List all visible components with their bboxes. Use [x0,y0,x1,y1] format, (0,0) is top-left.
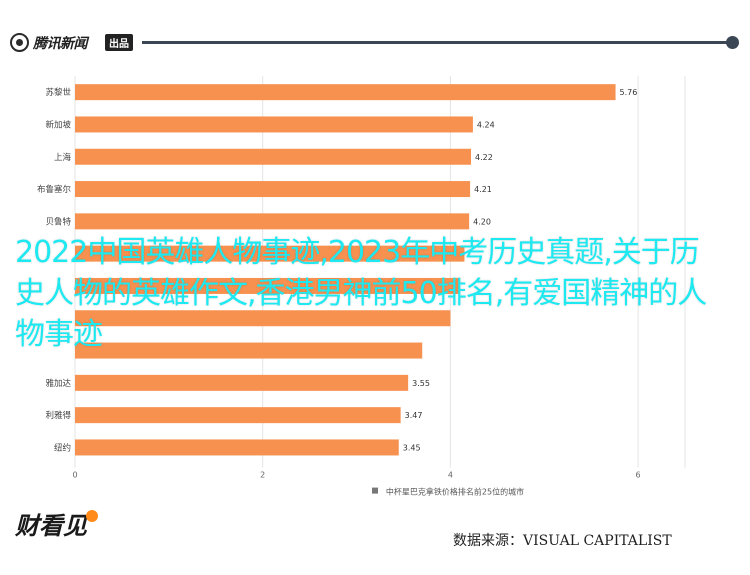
value-label-1: 4.24 [477,120,495,129]
bar-4 [75,213,470,230]
footer-logo-dot-icon [86,510,98,522]
bar-chart: 0 2 4 6 苏黎世 5.76 新加坡 4.24 上海 4.22 布鲁塞尔 4.21 贝鲁特 4.20 雅… [37,76,686,497]
category-label-9: 雅加达 [45,378,71,389]
x-tick-label-3: 6 [636,471,641,480]
x-axis-title: 中杯星巴克拿铁价格排名前25位的城市 [386,487,524,497]
data-source: 数据来源：VISUAL CAPITALIST [453,533,672,549]
bar-1 [75,116,473,133]
bar-3 [75,181,471,198]
value-label-2: 4.22 [475,153,493,162]
header: 腾讯新闻 出品 [0,0,750,70]
brand-name: 腾讯新闻 [33,36,88,52]
category-label-4: 贝鲁特 [45,216,71,227]
category-label-2: 上海 [54,152,72,163]
footer-logo: 财看见 [15,511,87,540]
bar-9 [75,374,409,391]
category-label-0: 苏黎世 [45,87,71,98]
category-label-11: 纽约 [54,442,71,453]
bar-5 [75,245,465,262]
overlay-caption: 2022中国英雄人物事迹,2023年中考历史真题,关于历史人物的英雄作文,香港男… [15,235,707,352]
value-label-0: 5.76 [620,88,638,97]
bar-8 [75,342,423,359]
bar-11 [75,439,399,456]
category-label-10: 利雅得 [45,410,71,421]
category-label-3: 布鲁塞尔 [37,184,72,195]
x-tick-label-0: 0 [72,471,77,480]
x-tick-label-2: 4 [448,471,453,480]
header-divider [142,41,732,44]
category-label-1: 新加坡 [45,119,71,130]
x-tick-label-1: 2 [260,471,265,480]
bar-7 [75,310,451,327]
brand-tag: 出品 [105,34,133,51]
value-label-9: 3.55 [412,379,430,388]
value-label-10: 3.47 [405,411,423,420]
bar-10 [75,407,401,424]
bar-0 [75,84,616,101]
value-label-3: 4.21 [474,185,492,194]
tencent-news-logo-icon [10,33,29,52]
bar-2 [75,148,472,165]
header-divider-dot [726,36,739,49]
x-axis-title-icon [372,487,378,494]
value-label-4: 4.20 [473,217,491,226]
bar-6 [75,277,460,294]
value-label-11: 3.45 [403,443,421,452]
